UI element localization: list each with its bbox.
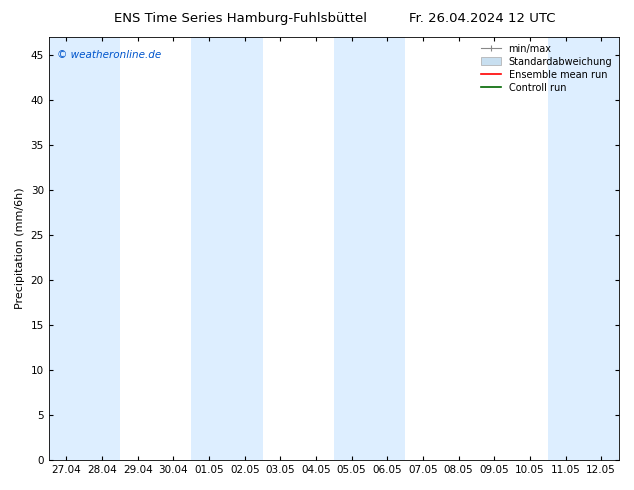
Text: © weatheronline.de: © weatheronline.de [57,50,162,60]
Text: Fr. 26.04.2024 12 UTC: Fr. 26.04.2024 12 UTC [408,12,555,25]
Bar [548,37,619,460]
Bar [334,37,405,460]
Bar [191,37,262,460]
Legend: min/max, Standardabweichung, Ensemble mean run, Controll run: min/max, Standardabweichung, Ensemble me… [477,40,616,97]
Y-axis label: Precipitation (mm/6h): Precipitation (mm/6h) [15,188,25,309]
Text: ENS Time Series Hamburg-Fuhlsbüttel: ENS Time Series Hamburg-Fuhlsbüttel [114,12,368,25]
Bar [49,37,120,460]
